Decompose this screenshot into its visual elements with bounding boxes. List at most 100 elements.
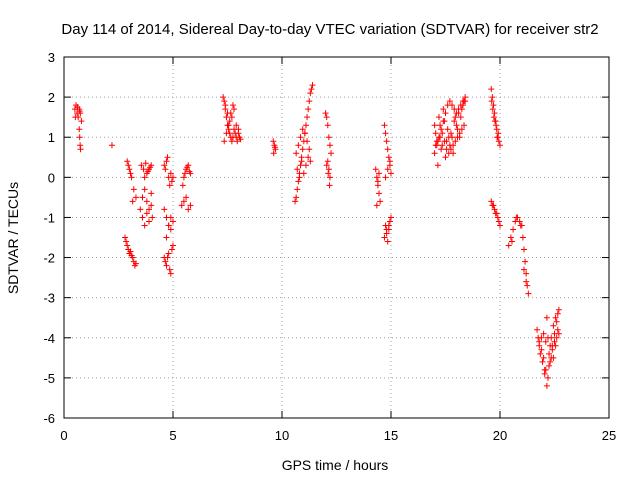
x-tick-label: 10 (275, 428, 289, 443)
data-point (491, 110, 498, 117)
data-point (495, 218, 502, 225)
data-point (510, 226, 517, 233)
y-tick-label: -2 (43, 251, 55, 266)
data-point (226, 118, 233, 125)
data-point (446, 98, 453, 105)
data-point (168, 246, 175, 253)
data-point (544, 334, 551, 341)
data-point (146, 218, 153, 225)
data-point (76, 126, 83, 133)
data-point (383, 138, 390, 145)
data-point (441, 118, 448, 125)
data-point (141, 222, 148, 229)
data-point (550, 322, 557, 329)
data-point (520, 266, 527, 273)
data-point (141, 186, 148, 193)
data-point (148, 162, 155, 169)
data-point (491, 118, 498, 125)
data-point (555, 330, 562, 337)
y-tick-label: 3 (48, 50, 55, 65)
data-point (434, 162, 441, 169)
data-point (108, 142, 115, 149)
data-point (163, 158, 170, 165)
data-point (489, 106, 496, 113)
data-point (298, 158, 305, 165)
data-point (72, 114, 79, 121)
data-point (536, 338, 543, 345)
data-point (447, 146, 454, 153)
data-point (373, 202, 380, 209)
data-point (493, 210, 500, 217)
data-point (522, 258, 529, 265)
data-point (186, 168, 193, 175)
data-point (180, 174, 187, 181)
data-point (221, 138, 228, 145)
data-point (381, 122, 388, 129)
chart-title: Day 114 of 2014, Sidereal Day-to-day VTE… (61, 21, 598, 38)
data-point (438, 126, 445, 133)
data-point (77, 146, 84, 153)
data-point (458, 106, 465, 113)
data-point (525, 290, 532, 297)
data-point (325, 166, 332, 173)
data-point (299, 146, 306, 153)
data-point (523, 278, 530, 285)
data-point (233, 122, 240, 129)
data-point (140, 166, 147, 173)
data-point (304, 138, 311, 145)
data-point (386, 158, 393, 165)
data-point (551, 338, 558, 345)
data-point (293, 194, 300, 201)
data-point (124, 158, 131, 165)
data-point (444, 126, 451, 133)
data-point (513, 214, 520, 221)
data-point (76, 134, 83, 141)
data-point (225, 122, 232, 129)
data-point (170, 218, 176, 225)
data-point (381, 234, 388, 241)
data-point (309, 82, 316, 89)
x-axis-label: GPS time / hours (282, 457, 389, 473)
data-point (78, 118, 85, 125)
data-point (488, 198, 495, 205)
data-point (161, 162, 168, 169)
data-point (164, 254, 171, 261)
data-point (325, 170, 332, 177)
data-point (294, 166, 301, 173)
data-point (165, 222, 172, 229)
x-tick-label: 20 (493, 428, 507, 443)
data-point (295, 142, 302, 149)
data-point (167, 170, 174, 177)
data-point (231, 106, 238, 113)
data-point (384, 238, 391, 245)
data-point (543, 314, 550, 321)
data-point (148, 202, 155, 209)
data-point (516, 218, 523, 225)
data-point (179, 182, 186, 189)
data-point (305, 106, 312, 113)
data-point (497, 222, 503, 229)
data-point (142, 160, 149, 167)
data-point (124, 242, 131, 249)
data-point (163, 214, 170, 221)
data-point (129, 198, 136, 205)
data-point (161, 206, 168, 213)
data-point (129, 254, 136, 261)
data-point (127, 170, 134, 177)
data-point (507, 234, 514, 241)
data-point (452, 114, 459, 121)
data-point (168, 178, 175, 185)
y-axis-label: SDTVAR / TECUs (5, 182, 21, 294)
data-point (323, 114, 330, 121)
data-point (123, 238, 130, 245)
data-point (132, 194, 139, 201)
data-point (382, 130, 389, 137)
data-point (494, 214, 501, 221)
data-point (453, 122, 460, 129)
data-point (457, 114, 464, 121)
data-point (163, 234, 170, 241)
data-point (517, 222, 524, 229)
data-point (544, 374, 551, 381)
data-point (553, 334, 560, 341)
